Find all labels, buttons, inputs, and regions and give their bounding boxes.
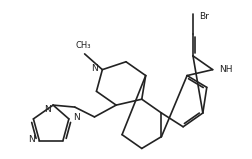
- Text: Br: Br: [199, 12, 209, 21]
- Text: N: N: [28, 135, 35, 144]
- Text: N: N: [44, 105, 51, 114]
- Text: N: N: [91, 64, 98, 73]
- Text: NH: NH: [219, 65, 233, 74]
- Text: CH₃: CH₃: [76, 41, 91, 50]
- Text: N: N: [73, 113, 80, 122]
